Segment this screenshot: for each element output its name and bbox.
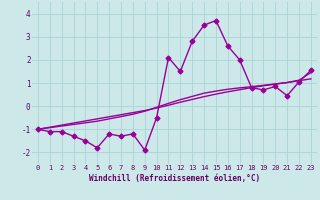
X-axis label: Windchill (Refroidissement éolien,°C): Windchill (Refroidissement éolien,°C): [89, 174, 260, 183]
